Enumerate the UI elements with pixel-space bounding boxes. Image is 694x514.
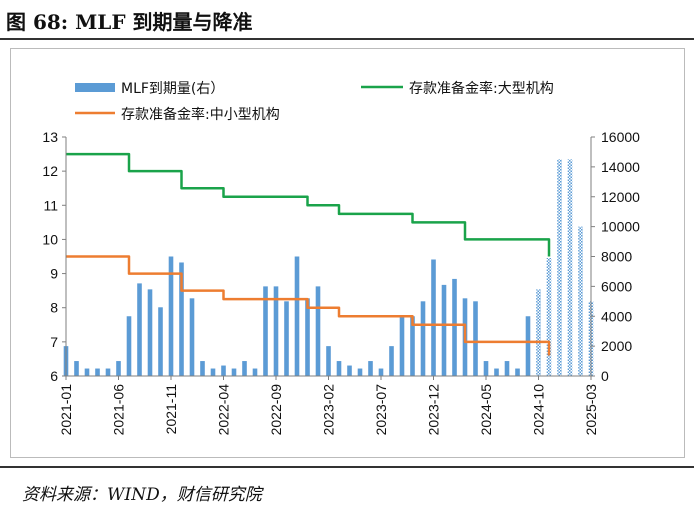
mlf-bar (368, 361, 373, 376)
left-tick-label: 9 (50, 266, 58, 282)
x-tick-label: 2021-11 (163, 384, 179, 435)
x-tick-label: 2021-06 (111, 384, 127, 436)
figure-title: 图 68: MLF 到期量与降准 (6, 10, 253, 34)
mlf-bar-forecast (546, 257, 552, 376)
mlf-bar (494, 368, 499, 376)
mlf-bar (315, 286, 321, 377)
mlf-bar-forecast (567, 159, 573, 376)
mlf-bar (483, 361, 489, 376)
mlf-bar (473, 301, 478, 376)
mlf-bar (200, 361, 205, 376)
mlf-bar (410, 316, 415, 376)
mlf-bar (168, 256, 174, 376)
legend-label-large: 存款准备金率:大型机构 (409, 80, 554, 97)
rrr-small-line (66, 255, 551, 356)
rrr-large-line (66, 152, 551, 257)
mlf-bar (74, 361, 79, 376)
x-tick-label: 2021-01 (58, 384, 74, 436)
left-tick-label: 7 (50, 334, 58, 350)
mlf-bar (347, 365, 352, 376)
chart-svg: 6 7 8 9 10 11 12 13 0 2000 4000 6000 8000 10000 12000 1… (42, 80, 640, 436)
title-rule (0, 38, 694, 40)
right-tick-label: 4000 (601, 308, 632, 324)
mlf-bar (147, 289, 153, 376)
legend-label-small: 存款准备金率:中小型机构 (121, 106, 280, 123)
mlf-bar (210, 368, 216, 376)
x-tick-label: 2024-10 (531, 384, 547, 436)
x-tick-label: 2024-05 (478, 384, 494, 436)
mlf-bar (137, 283, 142, 376)
mlf-bar (105, 368, 111, 376)
source-rule (0, 466, 694, 468)
mlf-bar (273, 286, 279, 377)
mlf-bar (357, 368, 363, 376)
mlf-bar (263, 286, 268, 377)
x-tick-label: 2023-02 (321, 384, 337, 436)
left-tick-label: 8 (50, 300, 58, 316)
mlf-bar (252, 368, 258, 376)
mlf-bar (431, 259, 436, 376)
mlf-bar-forecast (536, 289, 541, 376)
left-tick-label: 11 (43, 197, 58, 213)
right-tick-label: 12000 (601, 189, 640, 205)
mlf-bar (525, 316, 531, 376)
mlf-bar (305, 298, 310, 376)
mlf-bar (284, 301, 289, 376)
left-tick-label: 13 (42, 129, 58, 145)
mlf-bar (389, 346, 394, 377)
x-tick-label: 2023-12 (426, 384, 442, 436)
mlf-bar (326, 346, 331, 377)
mlf-bar (336, 361, 342, 376)
right-tick-label: 6000 (601, 278, 632, 294)
right-tick-label: 10000 (601, 219, 640, 235)
mlf-bar (452, 278, 457, 376)
chart-frame: 6 7 8 9 10 11 12 13 0 2000 4000 6000 8000 10000 12000 1… (10, 48, 685, 458)
source-note: 资料来源：WIND，财信研究院 (22, 485, 262, 505)
left-tick-label: 12 (42, 163, 58, 179)
mlf-bar (378, 368, 384, 376)
mlf-bar (221, 365, 226, 376)
mlf-bar (420, 301, 426, 376)
mlf-bar (242, 361, 247, 376)
mlf-bar (441, 284, 447, 376)
right-tick-label: 14000 (601, 159, 640, 175)
mlf-bar (231, 368, 237, 376)
right-tick-label: 2000 (601, 338, 632, 354)
legend-swatch-mlf (75, 83, 115, 92)
mlf-bar (95, 368, 100, 376)
left-tick-label: 6 (50, 368, 58, 384)
mlf-bar (189, 298, 195, 376)
mlf-bar (504, 361, 510, 376)
x-tick-label: 2022-09 (268, 384, 284, 436)
x-tick-label: 2022-04 (216, 384, 232, 436)
mlf-bar (294, 256, 300, 376)
mlf-bar (158, 307, 163, 376)
right-tick-label: 8000 (601, 249, 632, 265)
mlf-bar (126, 316, 132, 376)
right-tick-label: 0 (601, 368, 609, 384)
mlf-bar (179, 262, 184, 376)
x-tick-label: 2025-03 (583, 384, 599, 436)
mlf-bar (116, 361, 121, 376)
mlf-bar (399, 316, 405, 376)
mlf-bar (84, 368, 90, 376)
mlf-bar-forecast (557, 159, 562, 376)
mlf-bar (515, 368, 520, 376)
x-tick-label: 2023-07 (373, 384, 389, 436)
mlf-bar-forecast (578, 226, 583, 377)
left-tick-label: 10 (42, 231, 58, 247)
legend-label-mlf: MLF到期量(右） (121, 81, 224, 97)
right-tick-label: 16000 (601, 129, 640, 145)
